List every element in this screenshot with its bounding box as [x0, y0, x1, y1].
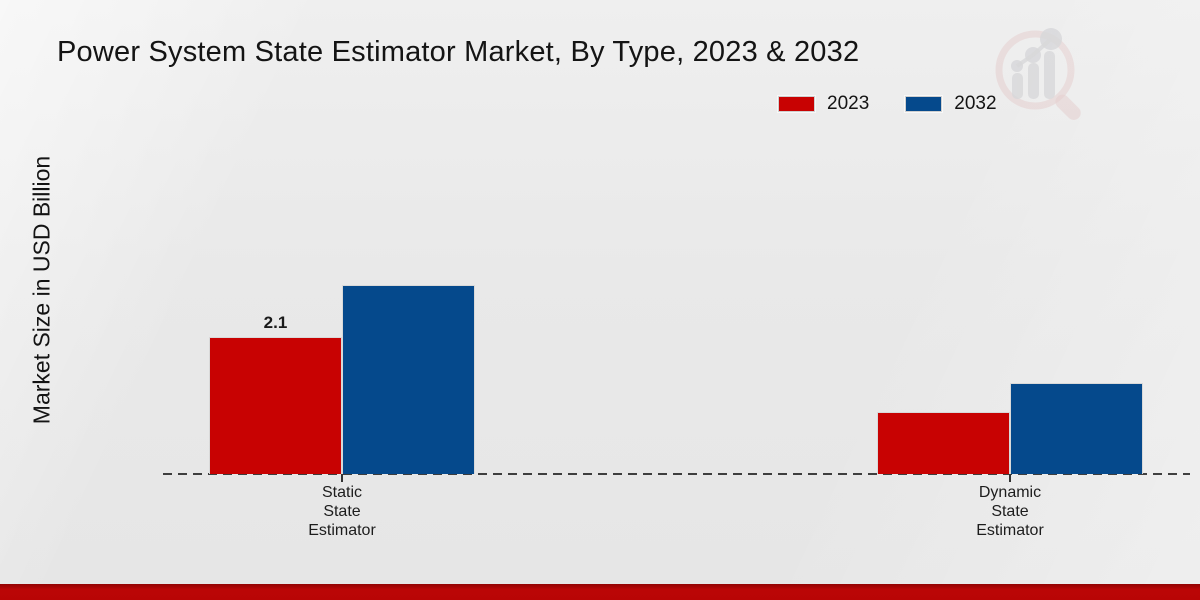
legend-label-2032: 2032 — [954, 93, 997, 114]
bar-value-label: 2.1 — [263, 313, 288, 332]
legend: 2023 2032 — [778, 93, 1033, 115]
legend-item-2023: 2023 — [778, 93, 869, 115]
bar-static-state-estimator-2032 — [342, 285, 475, 474]
x-tick-label-dynamic-state-estimator: Dynamic State Estimator — [976, 484, 1044, 539]
legend-swatch-2032-icon — [905, 96, 943, 112]
legend-swatch-2023-icon — [778, 96, 815, 112]
legend-item-2032: 2032 — [905, 93, 997, 115]
bar-static-state-estimator-2023 — [209, 337, 342, 474]
x-tick-label-static-state-estimator: Static State Estimator — [308, 484, 376, 539]
footer-accent-band — [0, 584, 1200, 600]
chart-title: Power System State Estimator Market, By … — [57, 36, 860, 68]
magnifier-bar-chart-logo-icon — [985, 20, 1097, 127]
legend-label-2023: 2023 — [827, 93, 870, 114]
bar-dynamic-state-estimator-2023 — [877, 412, 1010, 474]
bar-dynamic-state-estimator-2032 — [1010, 383, 1143, 474]
